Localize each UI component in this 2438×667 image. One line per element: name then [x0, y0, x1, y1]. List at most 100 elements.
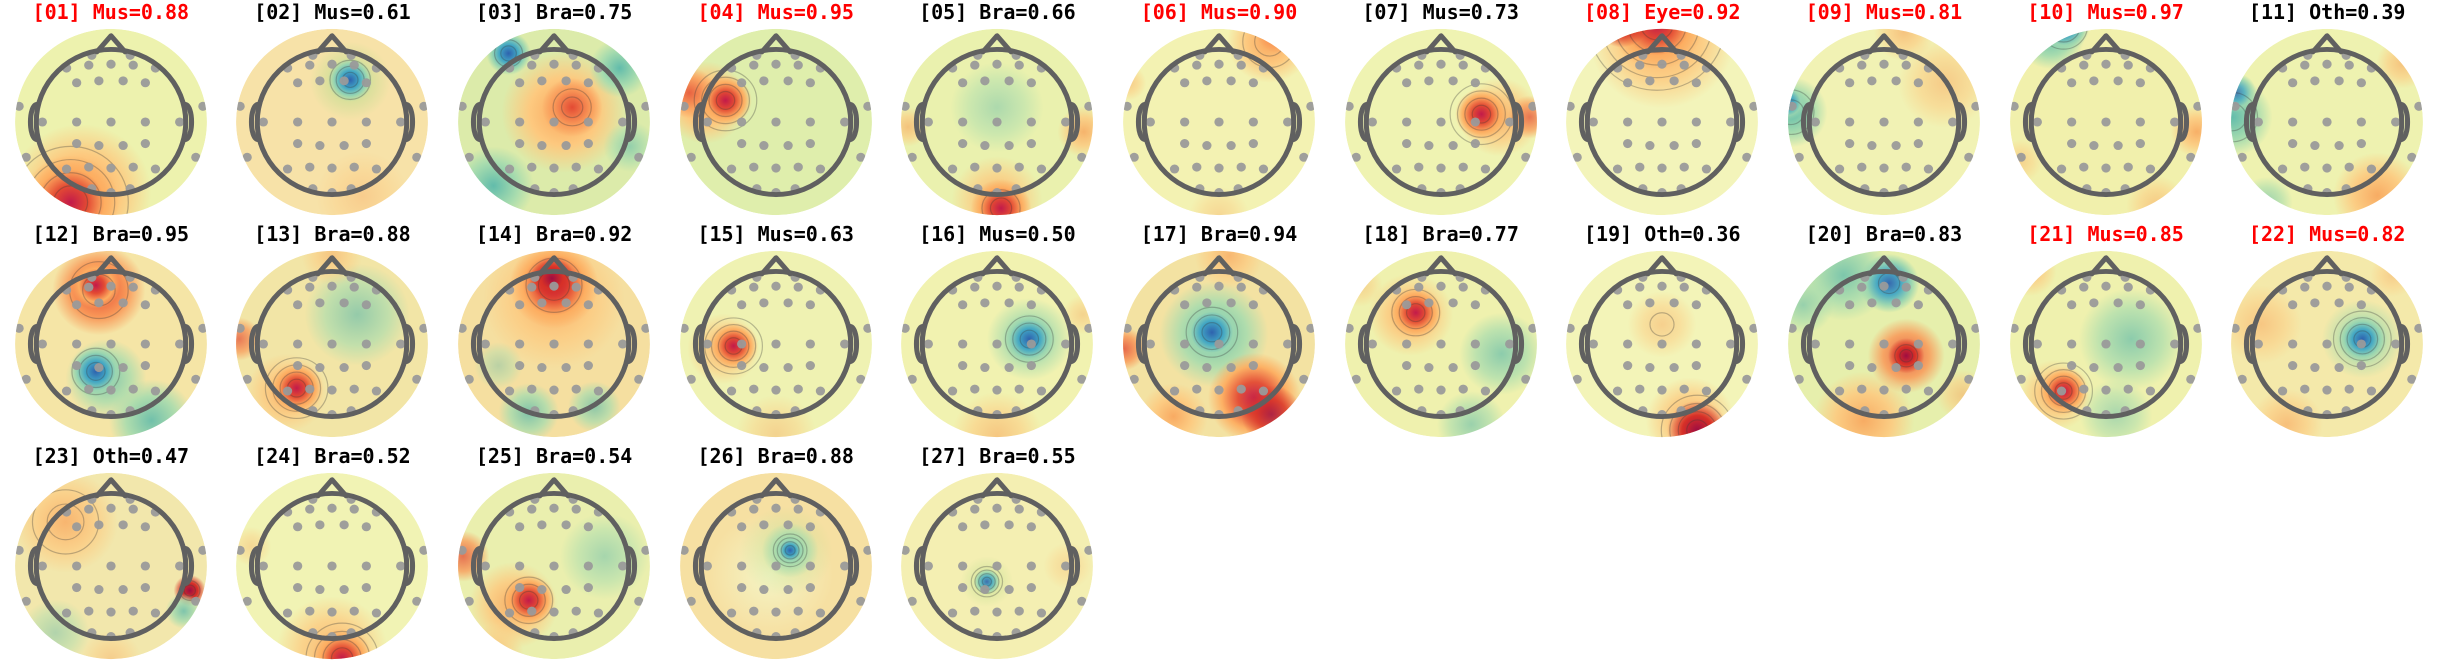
nose-icon [2310, 33, 2344, 55]
component-title: [10] Mus=0.97 [2027, 0, 2184, 24]
left-ear-icon [27, 101, 40, 143]
head-outline [1135, 255, 1303, 419]
nose-icon [537, 255, 571, 277]
right-ear-icon [1068, 323, 1081, 365]
electrode-dots [901, 272, 1094, 420]
left-ear-icon [914, 101, 927, 143]
topomap-plot [679, 28, 872, 216]
nose-icon [980, 255, 1015, 277]
topomap-plot [1123, 28, 1315, 216]
ica-component-cell: [16] Mus=0.50 [887, 222, 1109, 444]
head-outline [27, 255, 194, 419]
ica-component-cell: [21] Mus=0.85 [1995, 222, 2217, 444]
component-title: [06] Mus=0.90 [1140, 0, 1298, 24]
component-title: [25] Bra=0.54 [475, 444, 633, 468]
nose-icon [2088, 255, 2123, 277]
electrode-dots [458, 50, 651, 198]
left-ear-icon [914, 545, 927, 587]
component-title: [21] Mus=0.85 [2027, 222, 2184, 246]
topomap-plot [901, 250, 1094, 438]
left-ear-icon [692, 545, 705, 587]
head-outline [2022, 33, 2189, 197]
ica-component-cell: [02] Mus=0.61 [222, 0, 444, 222]
topomap-plot [901, 472, 1094, 660]
head-outline [1800, 255, 1967, 419]
head-outline [471, 255, 638, 419]
electrode-dots [458, 494, 651, 642]
nose-icon [1202, 255, 1236, 277]
topomap-plot [236, 472, 429, 660]
component-title: [02] Mus=0.61 [254, 0, 411, 24]
component-title: [27] Bra=0.55 [919, 444, 1076, 468]
right-ear-icon [403, 323, 416, 365]
left-ear-icon [1135, 323, 1148, 365]
left-ear-icon [1579, 101, 1592, 143]
left-ear-icon [2022, 101, 2035, 143]
ica-component-cell: [26] Bra=0.88 [665, 444, 887, 666]
right-ear-icon [182, 323, 194, 365]
electrode-dots [236, 50, 429, 198]
nose-icon [759, 255, 793, 277]
right-ear-icon [2176, 323, 2189, 365]
head-outline [1579, 255, 1746, 419]
ica-component-cell: [23] Oth=0.47 [0, 444, 222, 666]
right-ear-icon [1955, 101, 1967, 143]
head-outline [27, 477, 194, 641]
component-title: [16] Mus=0.50 [919, 222, 1076, 246]
head-outline [249, 255, 416, 419]
component-title: [09] Mus=0.81 [1805, 0, 1963, 24]
electrode-dots [2231, 50, 2424, 198]
component-title: [17] Bra=0.94 [1140, 222, 1298, 246]
ica-component-cell: [11] Oth=0.39 [2216, 0, 2438, 222]
nose-icon [1202, 33, 1236, 55]
component-title: [04] Mus=0.95 [697, 0, 854, 24]
head-outline [1579, 33, 1746, 197]
topomap-plot [1344, 250, 1537, 438]
left-ear-icon [914, 323, 927, 365]
electrode-dots [1566, 272, 1759, 420]
nose-icon [980, 477, 1015, 499]
component-title: [18] Bra=0.77 [1362, 222, 1519, 246]
nose-icon [980, 33, 1015, 55]
head-outline [2022, 255, 2189, 419]
ica-component-cell: [15] Mus=0.63 [665, 222, 887, 444]
head-outline [2244, 33, 2411, 197]
component-title: [12] Bra=0.95 [32, 222, 190, 246]
left-ear-icon [471, 323, 483, 365]
topomap-plot [2231, 28, 2424, 216]
component-title: [13] Bra=0.88 [254, 222, 411, 246]
component-title: [20] Bra=0.83 [1805, 222, 1963, 246]
right-ear-icon [625, 545, 638, 587]
topomap-plot [1566, 28, 1759, 216]
head-outline [914, 255, 1081, 419]
left-ear-icon [27, 323, 40, 365]
left-ear-icon [249, 101, 262, 143]
electrode-dots [1787, 50, 1980, 198]
head-outline [692, 477, 859, 641]
component-title: [08] Eye=0.92 [1583, 0, 1741, 24]
head-outline [1135, 33, 1303, 197]
topomap-plot [236, 28, 429, 216]
nose-icon [315, 477, 350, 499]
nose-icon [1645, 255, 1679, 277]
left-ear-icon [1357, 101, 1370, 143]
ica-component-cell: [20] Bra=0.83 [1773, 222, 1995, 444]
left-ear-icon [2244, 323, 2256, 365]
topomap-plot [1123, 250, 1315, 438]
nose-icon [2088, 33, 2123, 55]
left-ear-icon [471, 545, 483, 587]
head-outline [692, 255, 859, 419]
ica-component-cell: [19] Oth=0.36 [1551, 222, 1773, 444]
right-ear-icon [182, 101, 194, 143]
topomap-plot [1344, 28, 1537, 216]
nose-icon [2310, 255, 2344, 277]
head-outline [27, 33, 194, 197]
right-ear-icon [403, 545, 416, 587]
component-title: [22] Mus=0.82 [2248, 222, 2406, 246]
right-ear-icon [846, 545, 859, 587]
ica-component-cell: [08] Eye=0.92 [1551, 0, 1773, 222]
nose-icon [94, 477, 128, 499]
component-title: [24] Bra=0.52 [254, 444, 411, 468]
